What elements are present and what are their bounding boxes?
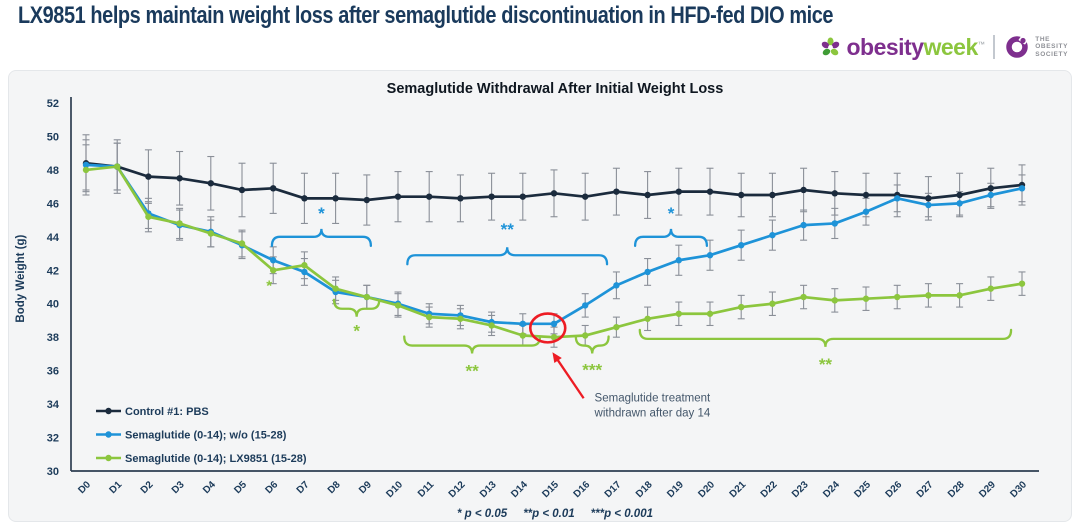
- svg-text:D4: D4: [201, 479, 218, 496]
- chart-canvas: Semaglutide Withdrawal After Initial Wei…: [15, 81, 1039, 520]
- svg-text:*: *: [353, 321, 360, 340]
- svg-text:* p < 0.05**p < 0.01***p < 0.0: * p < 0.05 **p < 0.01 ***p < 0.001: [457, 508, 653, 520]
- svg-text:52: 52: [47, 98, 59, 110]
- svg-text:D29: D29: [977, 479, 998, 500]
- svg-text:D15: D15: [540, 479, 561, 500]
- page-title: LX9851 helps maintain weight loss after …: [18, 2, 834, 29]
- svg-text:D3: D3: [170, 479, 187, 496]
- svg-text:**: **: [819, 355, 833, 374]
- svg-text:D16: D16: [572, 479, 593, 500]
- logo-trademark: ™: [977, 40, 985, 48]
- svg-text:46: 46: [47, 198, 59, 210]
- svg-text:Control #1: PBS: Control #1: PBS: [125, 406, 209, 418]
- svg-text:*: *: [318, 204, 325, 223]
- svg-text:**: **: [465, 361, 479, 380]
- svg-text:D10: D10: [384, 479, 405, 500]
- svg-text:D23: D23: [790, 479, 811, 500]
- obesityweek-flower-icon: [822, 37, 840, 55]
- svg-text:D27: D27: [915, 479, 936, 500]
- svg-text:D19: D19: [665, 479, 686, 500]
- svg-text:withdrawn after day 14: withdrawn after day 14: [594, 408, 711, 420]
- svg-text:Semaglutide treatment: Semaglutide treatment: [595, 393, 712, 405]
- svg-text:32: 32: [47, 433, 59, 445]
- svg-text:42: 42: [47, 265, 59, 277]
- svg-text:D22: D22: [759, 479, 780, 500]
- svg-text:D17: D17: [603, 479, 624, 500]
- svg-text:D11: D11: [416, 479, 437, 500]
- svg-text:Semaglutide Withdrawal After I: Semaglutide Withdrawal After Initial Wei…: [387, 81, 724, 97]
- svg-text:***: ***: [582, 361, 602, 380]
- svg-text:D5: D5: [232, 479, 249, 496]
- svg-text:Semaglutide (0-14); w/o (15-28: Semaglutide (0-14); w/o (15-28): [125, 430, 287, 442]
- obesity-society-label: THE OBESITY SOCIETY: [1035, 35, 1068, 58]
- svg-text:D8: D8: [326, 479, 343, 496]
- svg-text:D2: D2: [139, 479, 156, 496]
- logo-word-obesity: obesity: [846, 33, 924, 60]
- svg-text:*: *: [266, 277, 272, 294]
- svg-text:D1: D1: [107, 479, 124, 496]
- logo-divider: [993, 35, 996, 59]
- svg-text:**: **: [501, 220, 515, 239]
- svg-text:D26: D26: [884, 479, 905, 500]
- svg-text:44: 44: [47, 232, 60, 244]
- obesity-society-icon: [1006, 34, 1030, 58]
- logo-wordmark: obesityweek™: [846, 33, 985, 60]
- svg-text:D24: D24: [821, 479, 842, 500]
- logo-word-week: week: [923, 33, 979, 60]
- svg-text:D0: D0: [76, 479, 93, 496]
- svg-text:48: 48: [47, 165, 59, 177]
- svg-text:50: 50: [47, 131, 59, 143]
- svg-text:D20: D20: [696, 479, 717, 500]
- svg-text:Semaglutide (0-14); LX9851 (15: Semaglutide (0-14); LX9851 (15-28): [125, 453, 307, 465]
- svg-text:D21: D21: [728, 479, 749, 500]
- chart-panel: Semaglutide Withdrawal After Initial Wei…: [8, 70, 1072, 522]
- svg-text:D7: D7: [295, 479, 312, 496]
- svg-text:38: 38: [47, 332, 59, 344]
- svg-text:D28: D28: [946, 479, 967, 500]
- svg-text:D14: D14: [509, 479, 530, 500]
- svg-text:D13: D13: [478, 479, 499, 500]
- svg-text:D12: D12: [447, 479, 468, 500]
- svg-text:D6: D6: [263, 479, 280, 496]
- svg-text:D9: D9: [357, 479, 374, 496]
- svg-text:Body Weight (g): Body Weight (g): [15, 235, 27, 323]
- svg-text:D18: D18: [634, 479, 655, 500]
- svg-text:D25: D25: [852, 479, 873, 500]
- svg-text:36: 36: [47, 366, 59, 378]
- svg-text:*: *: [668, 204, 675, 223]
- svg-text:D30: D30: [1008, 479, 1029, 500]
- svg-text:40: 40: [47, 299, 59, 311]
- svg-text:34: 34: [47, 399, 60, 411]
- obesityweek-logo: obesityweek™ THE OBESITY SOCIETY: [820, 34, 1068, 60]
- svg-text:30: 30: [47, 466, 59, 478]
